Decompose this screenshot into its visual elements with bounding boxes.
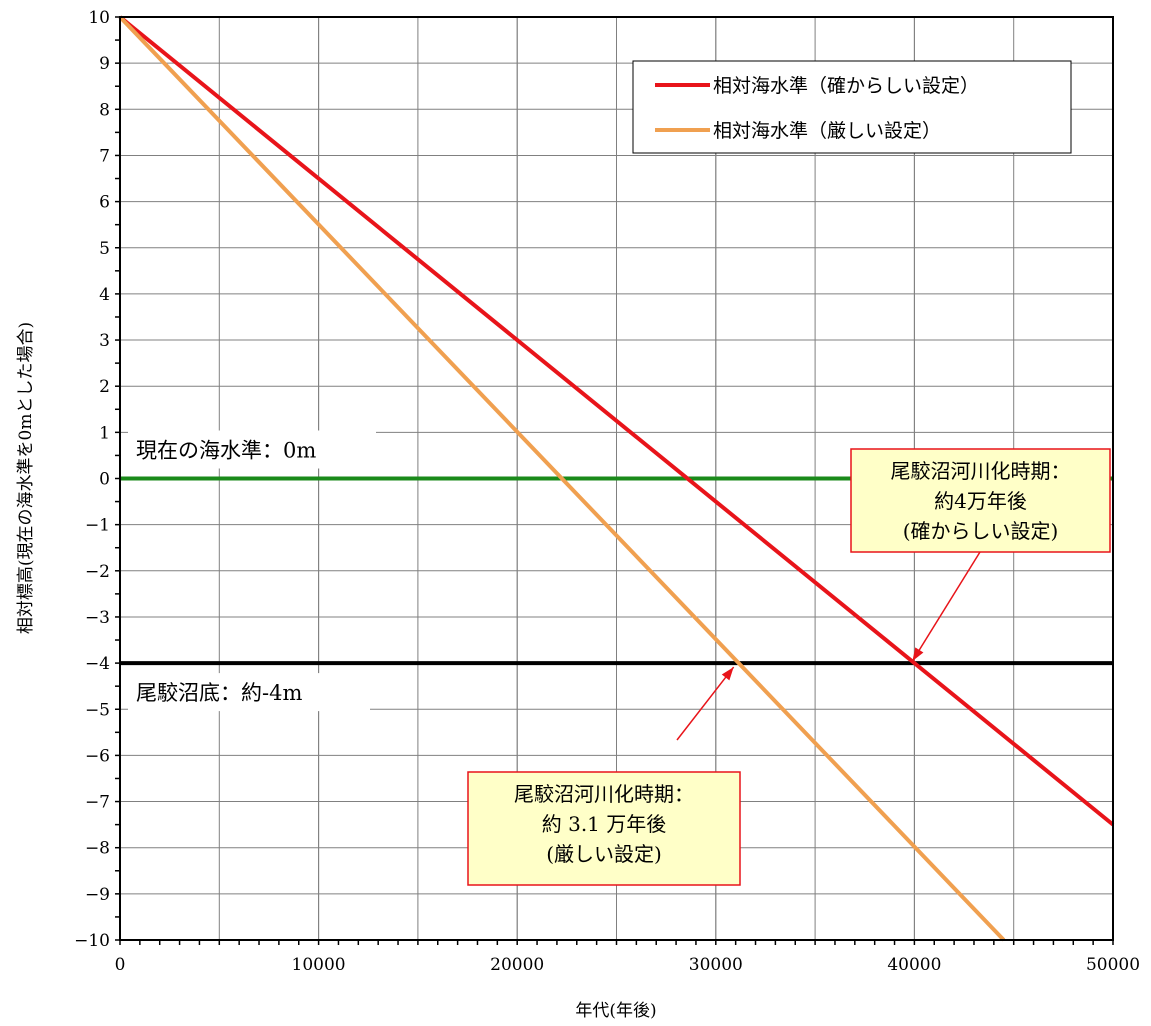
y-tick-label: −6	[85, 746, 110, 766]
callout-line: 約 3.1 万年後	[542, 812, 667, 836]
reference-label: 現在の海水準：0m	[136, 439, 316, 463]
y-tick-label: 0	[99, 470, 110, 490]
reference-label: 尾駮沼底：約-4m	[136, 681, 302, 705]
callout-line: 約4万年後	[934, 489, 1027, 513]
legend-label: 相対海水準（厳しい設定）	[713, 120, 941, 142]
y-tick-label: 9	[99, 54, 110, 74]
y-tick-label: −9	[85, 885, 110, 905]
x-axis-title: 年代(年後)	[575, 1001, 656, 1021]
callout-arrows	[676, 551, 981, 741]
arrow-line	[911, 551, 981, 662]
reference-label-bg	[128, 673, 370, 712]
reference-label-bg	[128, 430, 376, 469]
series-lines	[118, 15, 1115, 942]
callout-line: 尾駮沼河川化時期：	[514, 782, 694, 806]
y-tick-label: −1	[85, 516, 110, 536]
legend-label: 相対海水準（確からしい設定）	[713, 75, 979, 97]
callout-box	[850, 448, 1111, 553]
series-line	[118, 15, 1115, 827]
x-tick-label: 50000	[1086, 955, 1140, 975]
callout-line: (確からしい設定)	[903, 519, 1059, 543]
y-tick-label: 7	[99, 146, 110, 166]
y-tick-label: −3	[85, 608, 110, 628]
arrow-head	[912, 647, 924, 662]
y-tick-label: −4	[85, 654, 110, 674]
y-tick-label: 8	[99, 100, 110, 120]
plot-frame	[119, 16, 1114, 941]
y-tick-label: −10	[74, 931, 110, 951]
y-tick-label: 6	[99, 193, 110, 213]
legend-box	[632, 60, 1072, 154]
y-tick-label: −2	[85, 562, 110, 582]
arrow-line	[676, 666, 735, 741]
y-tick-label: 2	[99, 377, 110, 397]
arrow-head	[721, 667, 734, 681]
x-tick-label: 0	[115, 955, 126, 975]
y-tick-label: −7	[85, 793, 110, 813]
y-tick-label: −5	[85, 700, 110, 720]
y-axis-title: 相対標高(現在の海水準を0mとした場合)	[16, 322, 36, 634]
y-tick-label: 10	[88, 8, 110, 28]
legend: 相対海水準（確からしい設定） 相対海水準（厳しい設定）	[632, 60, 1072, 154]
x-tick-label: 30000	[689, 955, 743, 975]
y-tick-label: 1	[99, 423, 110, 443]
x-tick-label: 40000	[887, 955, 941, 975]
series-line	[118, 15, 1006, 942]
y-tick-label: −8	[85, 839, 110, 859]
callout-line: 尾駮沼河川化時期：	[891, 459, 1071, 483]
callout-line: (厳しい設定)	[546, 842, 662, 866]
x-tick-labels: 0 10000 20000 30000 40000 50000	[115, 955, 1140, 975]
x-tick-label: 10000	[292, 955, 346, 975]
y-tick-label: 3	[99, 331, 110, 351]
x-tick-label: 20000	[490, 955, 544, 975]
reference-labels: 現在の海水準：0m 尾駮沼底：約-4m	[128, 430, 376, 712]
y-tick-label: 4	[99, 285, 110, 305]
y-tick-label: 5	[99, 239, 110, 259]
callouts: 尾駮沼河川化時期： 約4万年後 (確からしい設定) 尾駮沼河川化時期： 約 3.1 万年…	[467, 448, 1111, 886]
callout-box	[467, 771, 741, 886]
